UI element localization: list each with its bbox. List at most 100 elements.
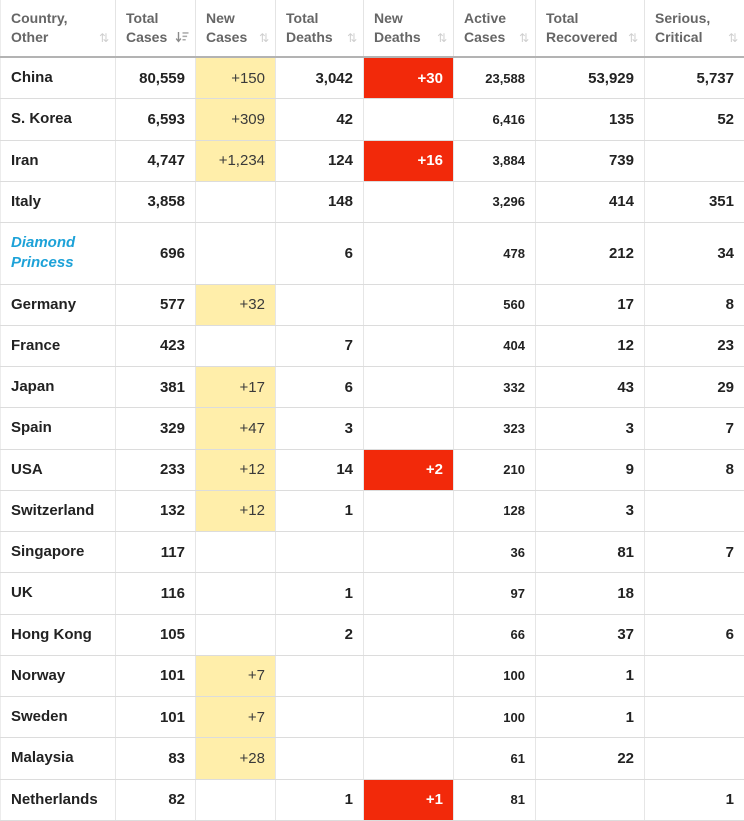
- cell-active_cases: 100: [454, 697, 536, 738]
- cell-new_cases: +17: [196, 367, 276, 408]
- sort-icon: ⇅: [347, 32, 357, 44]
- cell-country: Netherlands: [1, 779, 116, 820]
- cell-country: USA: [1, 449, 116, 490]
- cell-serious_critical: 6: [645, 614, 744, 655]
- cell-total_recovered: 37: [536, 614, 645, 655]
- cell-total_deaths: 1: [276, 779, 364, 820]
- cell-new_cases: +28: [196, 738, 276, 779]
- cell-total_recovered: 9: [536, 449, 645, 490]
- cell-active_cases: 210: [454, 449, 536, 490]
- cell-new_deaths: +30: [364, 57, 454, 99]
- cell-total_recovered: 18: [536, 573, 645, 614]
- cell-country: Hong Kong: [1, 614, 116, 655]
- column-header-new_cases[interactable]: New Cases ⇅: [196, 0, 276, 57]
- cell-serious_critical: 8: [645, 449, 744, 490]
- cell-active_cases: 560: [454, 284, 536, 325]
- column-header-total_cases[interactable]: Total Cases: [116, 0, 196, 57]
- cell-country: France: [1, 325, 116, 366]
- cell-total_cases: 6,593: [116, 99, 196, 140]
- cell-total_recovered: 1: [536, 697, 645, 738]
- sort-icon: ⇅: [728, 32, 738, 44]
- cell-new_deaths: [364, 223, 454, 285]
- cell-total_cases: 329: [116, 408, 196, 449]
- cell-total_cases: 577: [116, 284, 196, 325]
- cell-serious_critical: 29: [645, 367, 744, 408]
- cell-new_deaths: [364, 284, 454, 325]
- cell-new_deaths: [364, 408, 454, 449]
- cell-total_recovered: 12: [536, 325, 645, 366]
- column-header-serious_critical[interactable]: Serious, Critical⇅: [645, 0, 744, 57]
- cell-new_deaths: +2: [364, 449, 454, 490]
- sort-icon: ⇅: [259, 32, 269, 44]
- cell-new_deaths: [364, 738, 454, 779]
- sort-icon: ⇅: [99, 32, 109, 44]
- cell-total_recovered: 81: [536, 532, 645, 573]
- cell-new_cases: +1,234: [196, 140, 276, 181]
- country-link[interactable]: Diamond Princess: [11, 234, 75, 271]
- cell-total_deaths: 14: [276, 449, 364, 490]
- cell-country: China: [1, 57, 116, 99]
- cell-total_deaths: 1: [276, 490, 364, 531]
- cell-total_recovered: 43: [536, 367, 645, 408]
- cell-country: Norway: [1, 655, 116, 696]
- cell-total_deaths: 6: [276, 367, 364, 408]
- cell-country: S. Korea: [1, 99, 116, 140]
- cell-new_deaths: [364, 655, 454, 696]
- cell-total_recovered: 739: [536, 140, 645, 181]
- cell-new_cases: +309: [196, 99, 276, 140]
- cell-new_deaths: +16: [364, 140, 454, 181]
- cell-new_deaths: [364, 181, 454, 222]
- cell-country: Switzerland: [1, 490, 116, 531]
- cell-serious_critical: [645, 573, 744, 614]
- cell-serious_critical: 7: [645, 408, 744, 449]
- cell-serious_critical: 5,737: [645, 57, 744, 99]
- cell-serious_critical: 8: [645, 284, 744, 325]
- cell-new_cases: [196, 614, 276, 655]
- cell-new_cases: [196, 779, 276, 820]
- column-header-active_cases[interactable]: Active Cases⇅: [454, 0, 536, 57]
- cell-new_deaths: [364, 697, 454, 738]
- cell-total_recovered: 3: [536, 408, 645, 449]
- cell-total_cases: 105: [116, 614, 196, 655]
- cell-serious_critical: [645, 490, 744, 531]
- column-header-total_deaths[interactable]: Total Deaths⇅: [276, 0, 364, 57]
- cell-serious_critical: 1: [645, 779, 744, 820]
- column-header-new_deaths[interactable]: New Deaths⇅: [364, 0, 454, 57]
- column-header-total_recovered[interactable]: Total Recovered⇅: [536, 0, 645, 57]
- cell-total_cases: 83: [116, 738, 196, 779]
- cell-total_deaths: [276, 284, 364, 325]
- cell-serious_critical: [645, 697, 744, 738]
- cell-total_deaths: [276, 655, 364, 696]
- cell-serious_critical: 52: [645, 99, 744, 140]
- cell-total_deaths: 1: [276, 573, 364, 614]
- column-label-new_cases: New Cases: [206, 10, 247, 45]
- column-label-country: Country, Other: [11, 10, 68, 45]
- cell-total_cases: 80,559: [116, 57, 196, 99]
- cell-active_cases: 36: [454, 532, 536, 573]
- sort-amount-desc-icon: [175, 31, 189, 46]
- cell-country: Malaysia: [1, 738, 116, 779]
- cell-total_recovered: 414: [536, 181, 645, 222]
- column-header-country[interactable]: Country, Other ⇅: [1, 0, 116, 57]
- cell-serious_critical: 23: [645, 325, 744, 366]
- cell-new_cases: [196, 573, 276, 614]
- cell-total_deaths: 6: [276, 223, 364, 285]
- cell-total_deaths: 7: [276, 325, 364, 366]
- cell-total_recovered: 135: [536, 99, 645, 140]
- cell-total_cases: 233: [116, 449, 196, 490]
- cell-new_deaths: [364, 490, 454, 531]
- cell-active_cases: 3,884: [454, 140, 536, 181]
- cell-country: Iran: [1, 140, 116, 181]
